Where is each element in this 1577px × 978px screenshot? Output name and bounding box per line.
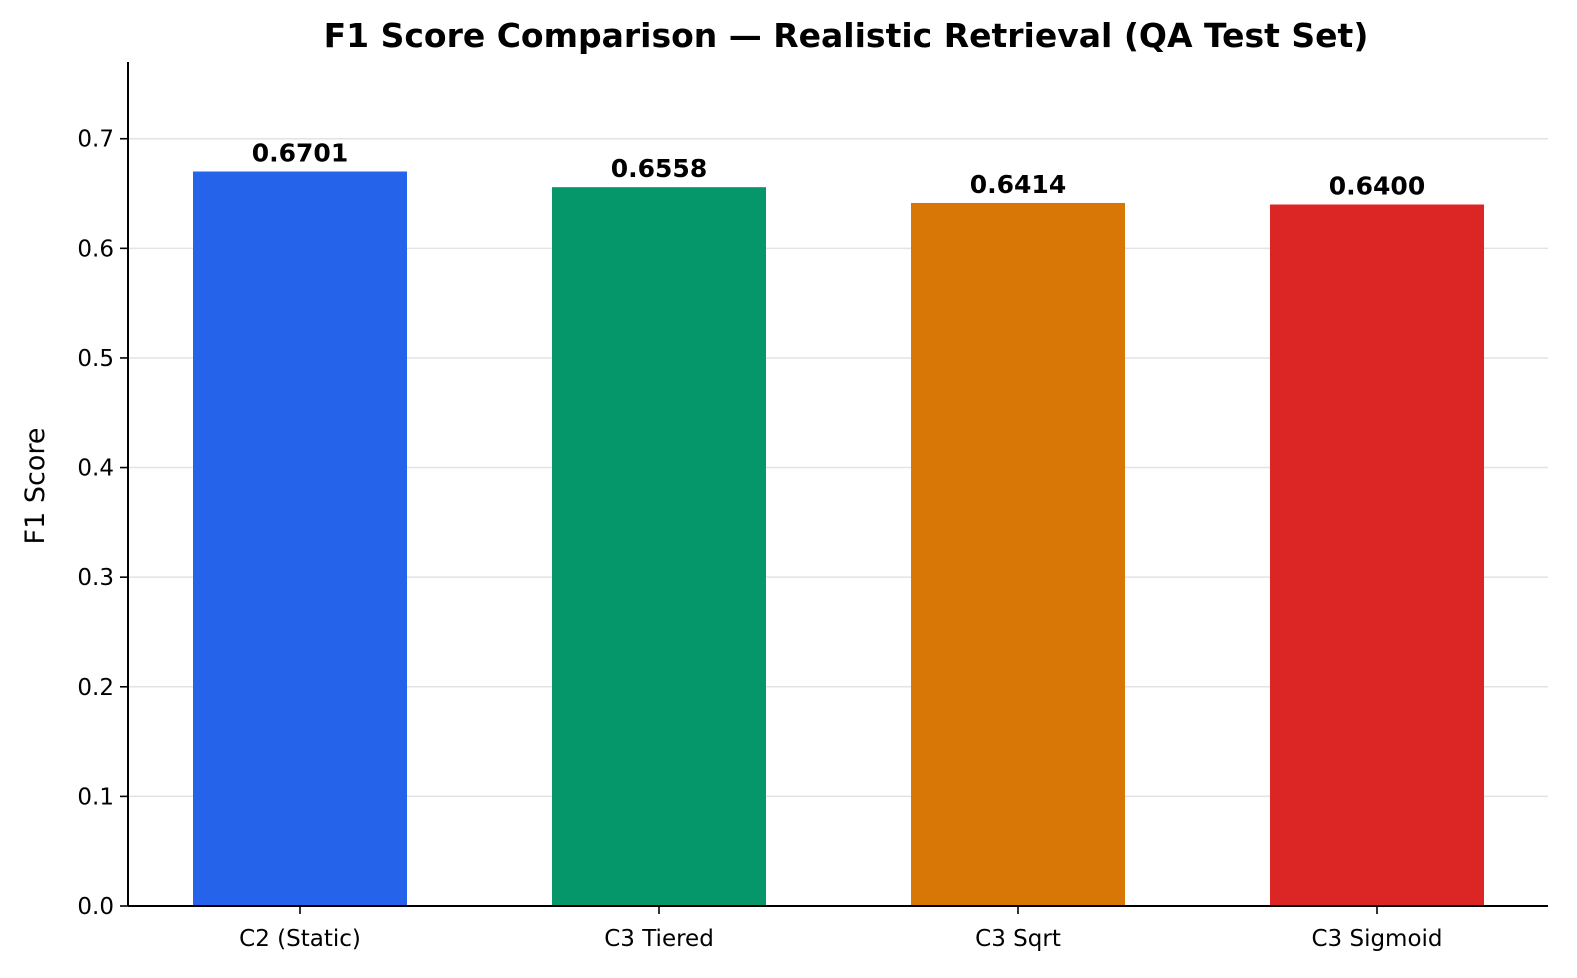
axes [127, 62, 1548, 907]
y-tick-label: 0.1 [77, 784, 114, 810]
bar [193, 171, 407, 906]
x-tick-label: C2 (Static) [239, 926, 361, 952]
bar-value-label: 0.6400 [1329, 171, 1425, 200]
y-axis-label: F1 Score [20, 428, 51, 545]
x-tick-label: C3 Sigmoid [1311, 926, 1442, 952]
y-tick-label: 0.0 [77, 894, 114, 920]
x-ticks: C2 (Static) C3 Tiered C3 Sqrt C3 Sigmoid [239, 906, 1443, 952]
bar-value-label: 0.6701 [252, 139, 348, 168]
y-tick-label: 0.2 [77, 675, 114, 701]
bar [911, 202, 1125, 906]
y-tick-label: 0.5 [77, 346, 114, 372]
bar-value-label: 0.6558 [611, 154, 707, 183]
x-tick-label: C3 Sqrt [975, 926, 1061, 952]
bar [552, 187, 766, 907]
bars [193, 171, 1484, 907]
chart-title: F1 Score Comparison — Realistic Retrieva… [324, 16, 1369, 55]
bar [1270, 204, 1484, 906]
y-tick-label: 0.7 [77, 127, 114, 153]
y-tick-label: 0.6 [77, 236, 114, 262]
y-tick-label: 0.4 [77, 456, 114, 482]
x-tick-label: C3 Tiered [604, 926, 714, 952]
bar-value-labels: 0.6701 0.6558 0.6414 0.6400 [252, 139, 1425, 201]
bar-value-label: 0.6414 [970, 170, 1066, 199]
y-tick-label: 0.3 [77, 565, 114, 591]
y-ticks: 0.0 0.1 0.2 0.3 0.4 0.5 0.6 0.7 [77, 127, 128, 920]
